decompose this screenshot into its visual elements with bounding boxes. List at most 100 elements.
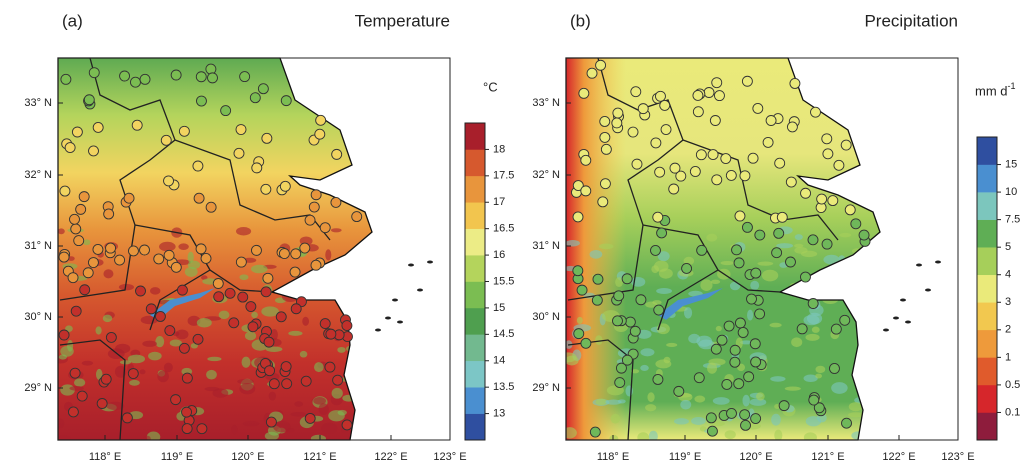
station (257, 83, 269, 95)
terrain-blob (720, 260, 735, 266)
terrain-blob (666, 342, 678, 348)
station (71, 126, 83, 138)
terrain-blob (715, 325, 722, 332)
station (816, 193, 828, 205)
station (800, 271, 811, 283)
terrain-blob (149, 287, 161, 295)
lat-label: 29° N (24, 382, 52, 394)
station (681, 263, 693, 274)
terrain-blob (239, 383, 256, 395)
station (789, 78, 801, 89)
station (76, 390, 88, 402)
terrain-blob (212, 388, 229, 398)
station (731, 244, 742, 256)
station (734, 210, 746, 222)
terrain-blob (696, 335, 713, 347)
station (573, 328, 585, 340)
station (840, 139, 852, 151)
terrain-blob (330, 228, 342, 233)
station (807, 234, 819, 246)
station (265, 416, 277, 428)
lon-label: 119° E (161, 451, 193, 463)
terrain-blob (839, 232, 852, 238)
terrain-blob (747, 309, 754, 321)
colorbar-swatch (977, 412, 997, 441)
station (70, 305, 82, 317)
station (611, 117, 623, 129)
station (833, 159, 845, 171)
station (75, 203, 87, 215)
station (237, 291, 249, 303)
station (709, 115, 721, 126)
lat-label: 32° N (24, 169, 52, 181)
station (693, 372, 705, 384)
terrain-blob (706, 233, 718, 242)
lon-label: 121° E (303, 451, 336, 463)
station (675, 170, 687, 182)
station (207, 72, 218, 84)
station (176, 284, 188, 296)
terrain-blob (794, 243, 804, 248)
station (773, 227, 785, 239)
colorbar-label: 0.5 (1005, 379, 1020, 391)
station (83, 94, 95, 106)
lon-label: 121° E (811, 451, 844, 463)
stations (58, 63, 363, 435)
terrain-blob (325, 249, 332, 261)
station (821, 238, 833, 250)
station (576, 284, 588, 296)
station (319, 318, 331, 330)
colorbar-swatch (465, 360, 485, 388)
terrain-blob (699, 426, 707, 432)
station (720, 153, 732, 164)
lon-label: 119° E (669, 451, 701, 463)
station (808, 394, 820, 406)
terrain-blob (290, 411, 307, 417)
station (96, 398, 108, 409)
terrain-blob (239, 274, 249, 281)
station (192, 333, 204, 345)
station (330, 196, 342, 208)
station (260, 183, 272, 195)
station (707, 149, 719, 161)
station (196, 423, 208, 435)
terrain-blob (143, 435, 151, 440)
station (650, 244, 661, 256)
station (280, 361, 292, 372)
terrain-blob (58, 434, 71, 440)
station (822, 148, 834, 160)
terrain-blob (615, 277, 623, 288)
colorbar-label: 1 (1005, 351, 1011, 363)
terrain-blob (102, 314, 113, 323)
terrain-blob (175, 329, 189, 340)
station (741, 221, 753, 233)
station (314, 128, 326, 140)
station (839, 314, 851, 326)
terrain-blob (589, 249, 603, 259)
station (595, 59, 607, 71)
island (375, 328, 381, 332)
station (135, 285, 146, 297)
terrain-blob (196, 318, 212, 328)
station (310, 189, 322, 201)
station (637, 103, 649, 115)
station (196, 95, 207, 107)
terrain-blob (106, 401, 125, 411)
province-boundary (59, 58, 176, 301)
colorbar-label: 17 (493, 196, 505, 208)
colorbar-label: 15 (1005, 158, 1017, 170)
station (733, 378, 745, 390)
terrain-blob (178, 243, 189, 250)
colorbar-swatch (465, 413, 485, 441)
station (178, 342, 190, 354)
station (734, 317, 746, 329)
station (706, 425, 718, 437)
terrain-blob (784, 386, 801, 391)
terrain-blob (313, 396, 327, 405)
station (103, 208, 115, 220)
terrain-blob (805, 333, 820, 341)
terrain-blob (791, 337, 803, 348)
lon-label: 120° E (231, 451, 264, 463)
station (659, 99, 671, 111)
colorbar-swatch (977, 164, 997, 193)
